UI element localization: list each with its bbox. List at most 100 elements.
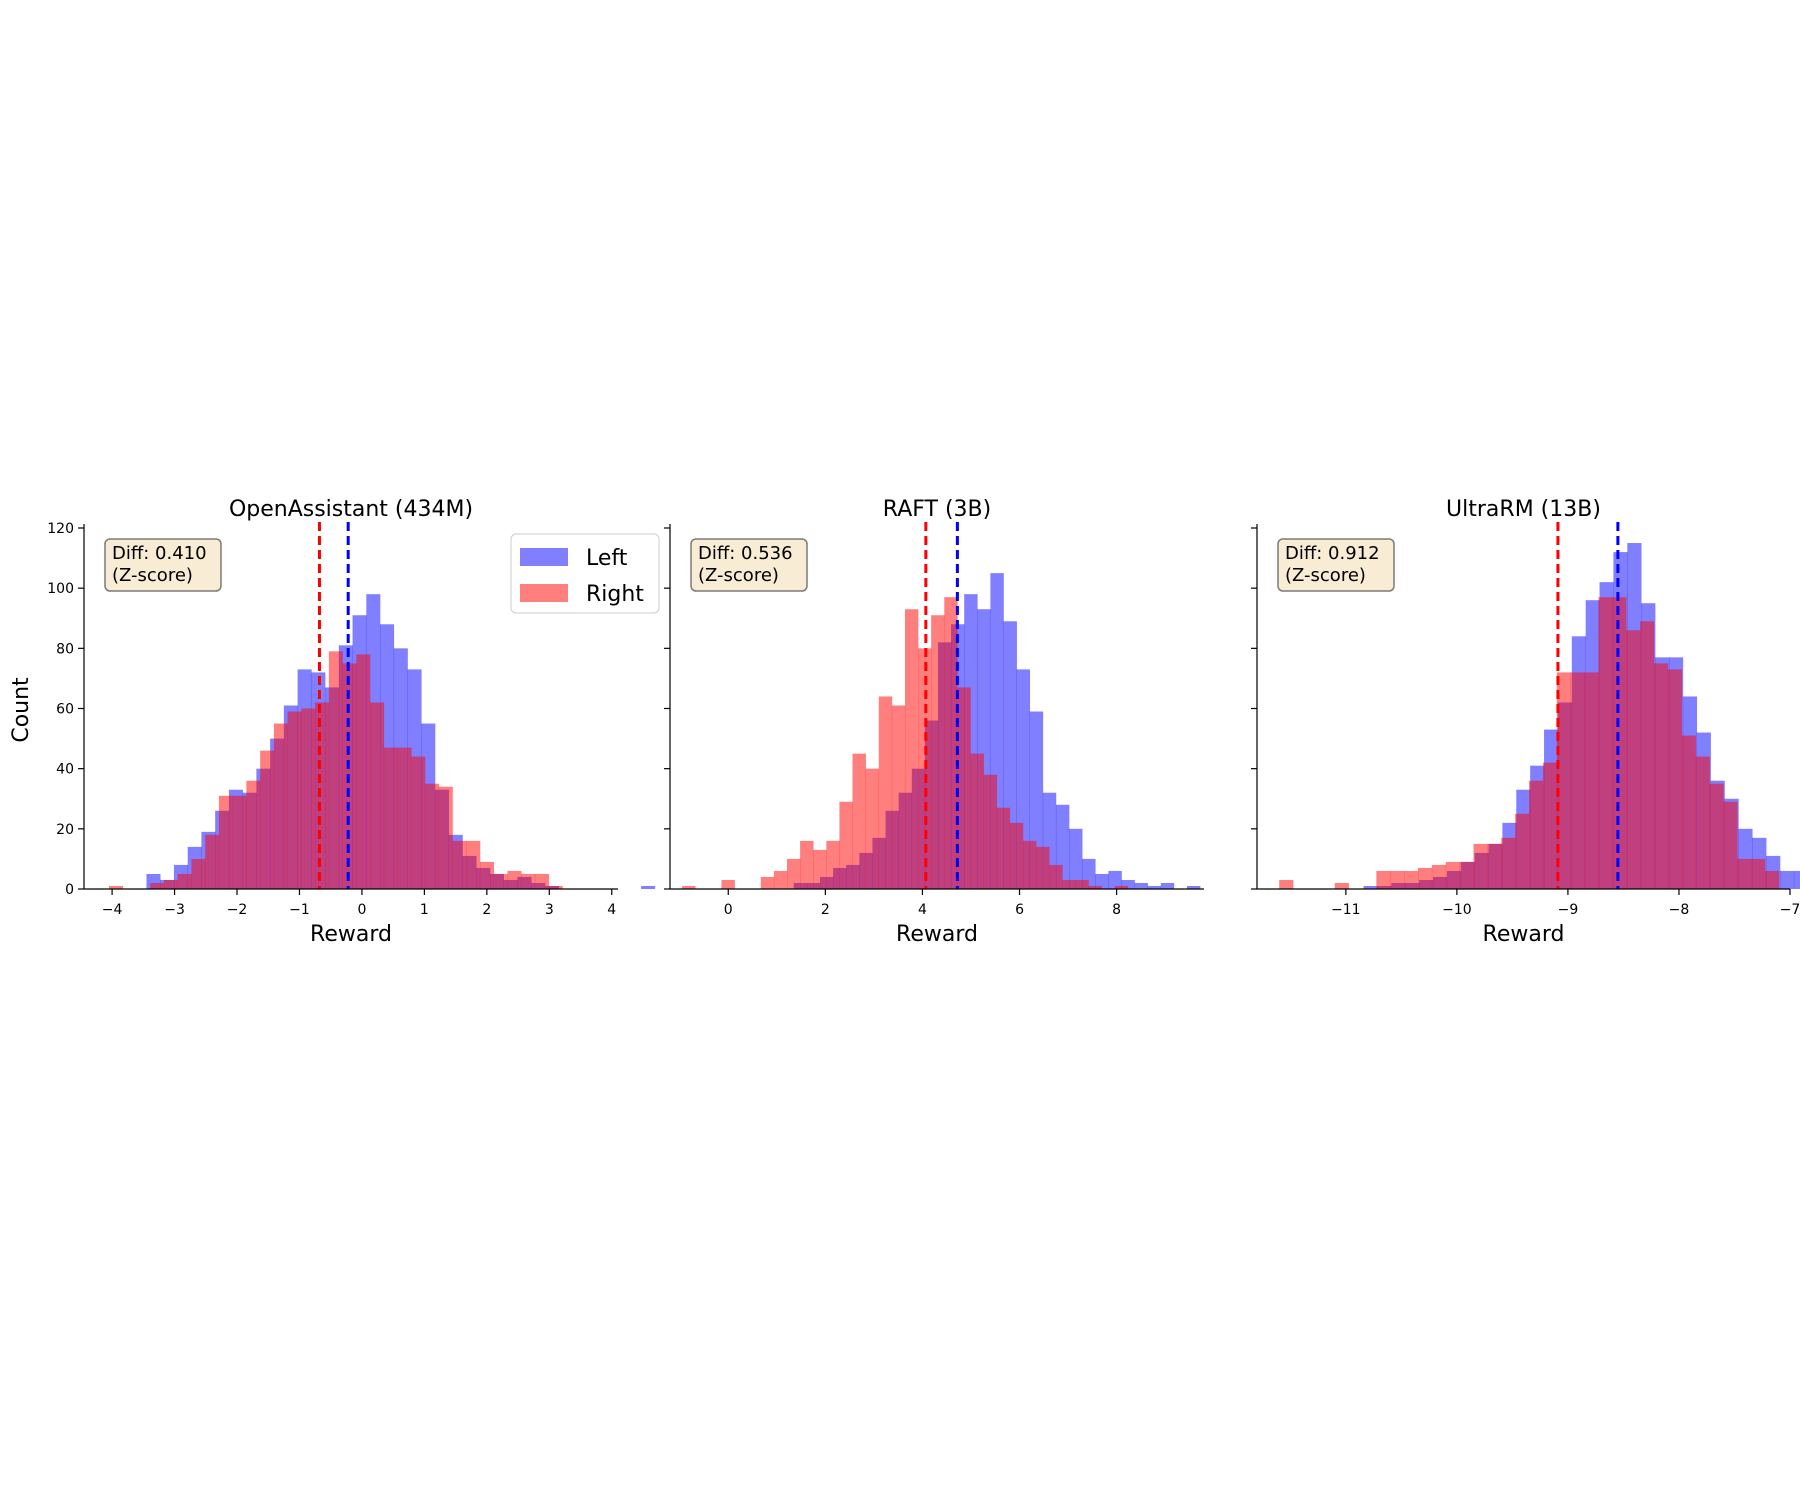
y-tick-label: 80 — [56, 641, 74, 657]
bar-right — [1765, 870, 1780, 889]
x-tick-label: 4 — [607, 902, 616, 918]
annotation-text: Diff: 0.912 — [1285, 543, 1380, 564]
bar-right — [534, 873, 549, 889]
annotation-box — [104, 538, 222, 592]
bar-right — [682, 885, 696, 889]
y-tick-label: 0 — [65, 882, 74, 898]
bar-right — [1376, 870, 1391, 889]
bar-right — [957, 687, 971, 889]
bar-left — [1363, 885, 1378, 889]
bar-right — [721, 879, 735, 889]
legend-swatch-right — [520, 584, 568, 602]
bar-right — [1695, 756, 1710, 889]
bar-right — [232, 795, 247, 889]
bar-right — [1049, 864, 1063, 889]
bar-right — [287, 711, 302, 889]
bar-right — [1709, 783, 1724, 889]
annotation-box — [1277, 538, 1395, 592]
legend-swatch-left — [520, 548, 568, 566]
bar-right — [1626, 630, 1641, 889]
bar-right — [1445, 861, 1460, 889]
bar-right — [1737, 858, 1752, 889]
bar-right — [760, 876, 775, 889]
x-tick-label: −2 — [227, 902, 248, 918]
bar-right — [1667, 669, 1683, 889]
bar-right — [1473, 843, 1488, 890]
bar-left — [1147, 885, 1162, 889]
bar-right — [177, 873, 192, 889]
y-tick-label: 100 — [47, 581, 74, 597]
x-tick-label: 6 — [1015, 902, 1024, 918]
bar-right — [301, 708, 316, 889]
bar-left — [1160, 882, 1175, 889]
y-tick-label: 120 — [47, 521, 74, 537]
bar-right — [273, 723, 288, 889]
bar-right — [1556, 672, 1571, 889]
x-tick-label: −3 — [164, 902, 185, 918]
bar-right — [1723, 801, 1738, 889]
y-tick-label: 20 — [56, 822, 74, 838]
bar-left — [1187, 885, 1201, 889]
bar-right — [163, 879, 178, 889]
x-tick-label: −9 — [1558, 902, 1579, 918]
x-tick-label: −1 — [289, 902, 310, 918]
x-tick-label: 8 — [1112, 902, 1121, 918]
bar-right — [218, 795, 233, 889]
bar-right — [507, 870, 522, 889]
bar-right — [1279, 879, 1294, 889]
bar-right — [1022, 840, 1037, 889]
x-tick-label: 3 — [545, 902, 554, 918]
bar-right — [1075, 879, 1089, 889]
annotation-text: (Z-score) — [112, 565, 193, 586]
bar-right — [548, 885, 563, 889]
x-axis-label: Reward — [310, 922, 392, 947]
bar-right — [191, 858, 206, 889]
bar-right — [944, 597, 958, 889]
bar-right — [1431, 864, 1447, 889]
bar-right — [852, 753, 866, 890]
bar-right — [1062, 879, 1076, 889]
x-tick-label: 0 — [357, 902, 366, 918]
bar-right — [1612, 597, 1627, 889]
bar-right — [370, 702, 385, 889]
bar-left — [1121, 879, 1135, 889]
bar-right — [246, 780, 261, 889]
panel-1: −4 −3 −2 −1 0 1 2 3 4020406080100120OpenAssistan… — [47, 497, 656, 947]
panel-title: UltraRM (13B) — [1446, 497, 1601, 522]
bar-right — [839, 801, 853, 889]
bar-right — [865, 768, 880, 889]
panel-title: RAFT (3B) — [883, 497, 991, 522]
bar-right — [425, 783, 440, 889]
annotation-text: Diff: 0.536 — [698, 543, 793, 564]
panel-2: 0 2 4 6 8 RAFT (3B) Reward Diff: 0.536(Z-score) — [664, 497, 1204, 947]
panel-title: OpenAssistant (434M) — [229, 497, 473, 522]
x-tick-label: 4 — [918, 902, 927, 918]
x-axis-label: Reward — [1483, 922, 1565, 947]
bar-right — [1009, 822, 1024, 889]
bar-right — [996, 807, 1011, 889]
legend-label-right: Right — [586, 582, 644, 607]
x-tick-label: 1 — [420, 902, 429, 918]
panels-layer: −4 −3 −2 −1 0 1 2 3 4020406080100120OpenAssistan… — [47, 497, 1800, 947]
x-tick-label: −8 — [1669, 902, 1690, 918]
bar-right — [479, 861, 495, 889]
bar-left — [641, 885, 656, 889]
bar-right — [1584, 672, 1599, 889]
bar-left — [1793, 870, 1800, 889]
bar-right — [1653, 663, 1669, 890]
x-tick-label: −10 — [1442, 902, 1472, 918]
bar-right — [970, 753, 984, 890]
bar-right — [1529, 780, 1544, 889]
bar-right — [1598, 597, 1613, 889]
bar-right — [356, 654, 371, 889]
y-tick-label: 60 — [56, 702, 74, 718]
bar-right — [150, 882, 165, 889]
bar-right — [1418, 867, 1433, 889]
bar-right — [328, 651, 343, 889]
bar-right — [452, 840, 467, 889]
x-tick-label: −11 — [1331, 902, 1361, 918]
legend: Left Right — [510, 533, 660, 614]
bar-right — [493, 873, 508, 889]
bar-right — [1390, 870, 1405, 889]
bar-right — [800, 840, 814, 889]
